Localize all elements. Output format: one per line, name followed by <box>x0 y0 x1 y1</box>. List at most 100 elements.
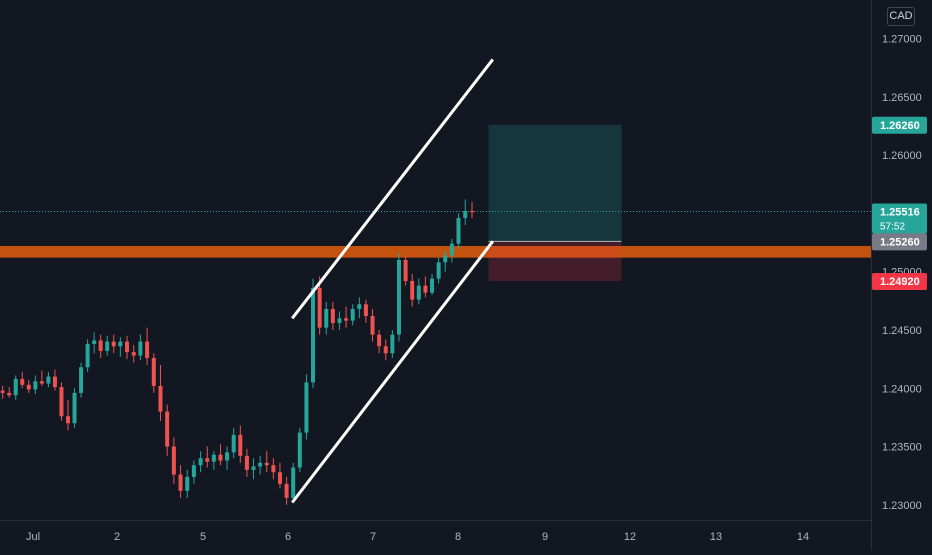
candle <box>463 199 468 226</box>
candle <box>311 278 316 389</box>
candle-body <box>178 474 183 491</box>
lower-channel-line[interactable] <box>291 240 494 504</box>
candle <box>118 336 123 357</box>
candle-body <box>264 462 269 466</box>
candle <box>324 301 329 335</box>
candle-body <box>377 334 382 347</box>
candle <box>7 387 12 398</box>
candle-body <box>317 287 322 328</box>
candle <box>410 273 415 307</box>
candle <box>20 371 25 389</box>
x-tick-label: 5 <box>200 531 206 543</box>
target-price-label-bg <box>872 116 927 134</box>
candle <box>171 437 176 484</box>
candle-body <box>443 255 448 263</box>
candle <box>59 382 64 421</box>
candle <box>363 299 368 323</box>
entry-price-label: 1.25260 <box>880 236 920 248</box>
profit-target-zone[interactable] <box>488 124 622 242</box>
candle-body <box>277 472 282 484</box>
long-position-layer[interactable] <box>0 124 871 281</box>
stop-price-label-bg <box>872 272 927 290</box>
candle <box>443 250 448 272</box>
candle-body <box>20 378 25 385</box>
resistance-zone-layer <box>0 246 871 258</box>
candle-body <box>311 287 316 383</box>
candle-body <box>198 458 203 466</box>
candle-body <box>59 387 64 417</box>
candle-body <box>33 381 38 390</box>
price-labels-layer: 1.26260 1.25516 57:52 1.25260 1.24920 <box>872 116 927 290</box>
candle <box>297 427 302 473</box>
candle-body <box>225 452 230 461</box>
candle-body <box>79 367 84 393</box>
candle-body <box>344 318 349 321</box>
upper-channel-line[interactable] <box>291 58 494 320</box>
target-price-label: 1.26260 <box>880 120 920 132</box>
stop-loss-zone[interactable] <box>488 241 622 281</box>
candle-body <box>244 455 249 470</box>
x-tick-label: 2 <box>114 531 120 543</box>
candle-body <box>171 446 176 475</box>
candle <box>423 276 428 298</box>
candle <box>205 446 210 468</box>
candle <box>105 335 110 356</box>
candle <box>390 329 395 358</box>
candle-body <box>463 211 468 219</box>
current-price-label-bg <box>872 203 927 234</box>
candle <box>330 301 335 330</box>
candle-body <box>410 280 415 300</box>
candle-body <box>396 260 401 335</box>
y-tick-label: 1.27000 <box>882 33 922 45</box>
x-tick-label: 7 <box>370 531 376 543</box>
candle-body <box>125 341 130 353</box>
candle <box>271 458 276 480</box>
candle-body <box>350 308 355 321</box>
candle <box>46 371 51 388</box>
candle <box>185 469 190 498</box>
candle <box>264 451 269 473</box>
candle-body <box>403 260 408 281</box>
candle <box>238 425 243 463</box>
candle <box>350 304 355 326</box>
candle-body <box>7 392 12 396</box>
candle-body <box>26 384 31 390</box>
candle-body <box>158 385 163 412</box>
candle-body <box>111 341 116 347</box>
candle-body <box>46 376 51 384</box>
candle <box>377 329 382 354</box>
currency-label[interactable]: CAD <box>887 7 915 26</box>
candle-body <box>191 465 196 477</box>
candles-layer <box>0 199 475 505</box>
x-tick-label: 6 <box>285 531 291 543</box>
candle-body <box>436 262 441 279</box>
candle-body <box>297 432 302 468</box>
candle <box>291 462 296 503</box>
candle-body <box>72 392 77 424</box>
y-tick-label: 1.23000 <box>882 500 922 512</box>
candle <box>33 375 38 395</box>
candle <box>131 345 136 363</box>
candle-body <box>165 411 170 447</box>
candle-body <box>456 218 461 244</box>
candle-body <box>118 341 123 347</box>
x-tick-label: 8 <box>455 531 461 543</box>
y-tick-label: 1.26000 <box>882 150 922 162</box>
y-tick-label: 1.24000 <box>882 383 922 395</box>
trendlines-layer[interactable] <box>291 58 494 504</box>
candle-body <box>357 304 362 309</box>
candle <box>26 380 31 393</box>
candle-body <box>131 352 136 356</box>
candle <box>284 476 289 505</box>
candle <box>98 334 103 358</box>
candle <box>337 311 342 330</box>
y-tick-label: 1.23500 <box>882 442 922 454</box>
candle <box>456 213 461 249</box>
candle-body <box>449 243 454 256</box>
candle <box>258 455 263 475</box>
candle <box>52 369 57 391</box>
candle <box>72 388 77 428</box>
